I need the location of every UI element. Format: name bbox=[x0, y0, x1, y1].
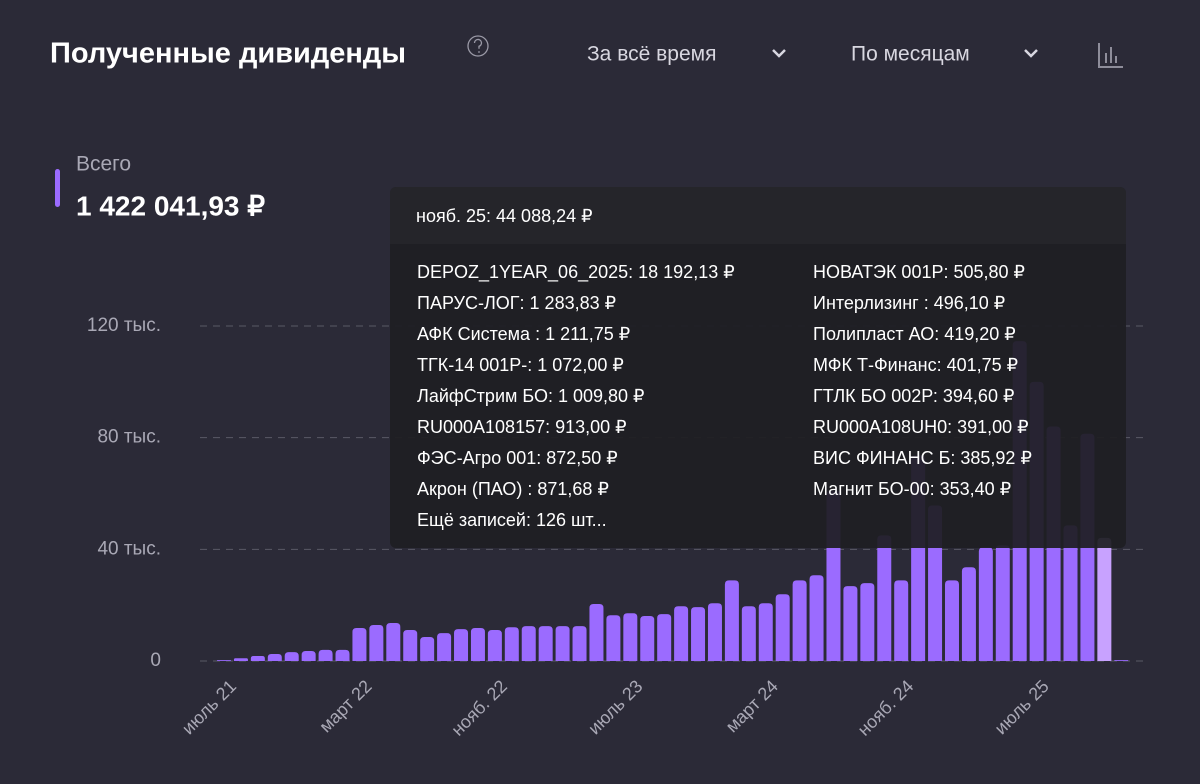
tooltip-row: Магнит БО-00: 353,40 ₽ bbox=[813, 479, 1011, 499]
bar bbox=[437, 633, 452, 661]
chart-type-button[interactable] bbox=[1098, 43, 1123, 68]
bar bbox=[944, 580, 959, 661]
bar bbox=[809, 575, 824, 661]
tooltip-row: МФК Т-Финанс: 401,75 ₽ bbox=[813, 355, 1018, 375]
bar bbox=[217, 660, 231, 661]
bar bbox=[284, 652, 299, 661]
bar bbox=[843, 586, 858, 661]
chevron bbox=[772, 49, 786, 58]
period-label: За всё время bbox=[587, 43, 716, 66]
chevron bbox=[1024, 49, 1038, 58]
bar bbox=[877, 535, 892, 661]
help-dot bbox=[478, 51, 480, 53]
bar bbox=[961, 567, 976, 661]
bar bbox=[335, 649, 350, 661]
grouping-label: По месяцам bbox=[851, 43, 970, 66]
bar bbox=[454, 629, 469, 661]
bar bbox=[860, 583, 875, 661]
bar bbox=[369, 624, 384, 661]
bar bbox=[555, 626, 570, 661]
bar bbox=[420, 636, 435, 661]
bar bbox=[538, 626, 553, 661]
bar bbox=[894, 580, 909, 661]
bar bbox=[572, 626, 587, 661]
total-label: Всего bbox=[76, 153, 131, 176]
tooltip-row: ЛайфСтрим БО: 1 009,80 ₽ bbox=[417, 386, 645, 406]
total-marker bbox=[55, 169, 60, 207]
bar bbox=[606, 615, 621, 661]
tooltip-row: DEPOZ_1YEAR_06_2025: 18 192,13 ₽ bbox=[417, 262, 735, 283]
bar bbox=[741, 606, 756, 661]
tooltip-row: RU000A108157: 913,00 ₽ bbox=[417, 417, 627, 437]
help-icon[interactable] bbox=[467, 35, 489, 57]
tooltip-row: Акрон (ПАО) : 871,68 ₽ bbox=[417, 479, 609, 499]
bar bbox=[301, 650, 316, 661]
tooltip-row: ГТЛК БО 002Р: 394,60 ₽ bbox=[813, 386, 1014, 406]
tooltip: нояб. 25: 44 088,24 ₽ DEPOZ_1YEAR_06_202… bbox=[390, 187, 1126, 548]
y-tick-label: 80 тыс. bbox=[97, 427, 161, 448]
bar bbox=[724, 580, 739, 661]
tooltip-row: Полипласт АО: 419,20 ₽ bbox=[813, 324, 1016, 344]
bar bbox=[792, 580, 807, 661]
bar bbox=[470, 628, 485, 661]
total-value: 1 422 041,93 ₽ bbox=[76, 190, 265, 221]
bar bbox=[386, 623, 401, 661]
tooltip-row: ПАРУС-ЛОГ: 1 283,83 ₽ bbox=[417, 293, 616, 313]
tooltip-more: Ещё записей: 126 шт... bbox=[417, 510, 607, 530]
bar bbox=[674, 606, 689, 661]
tooltip-row: Интерлизинг : 496,10 ₽ bbox=[813, 293, 1005, 313]
bar bbox=[487, 630, 502, 661]
bar bbox=[623, 613, 638, 661]
y-tick-label: 120 тыс. bbox=[87, 315, 161, 336]
bar bbox=[1114, 660, 1129, 661]
bar bbox=[318, 649, 333, 661]
title: Полученные дивиденды bbox=[50, 38, 406, 70]
grouping-dropdown[interactable]: По месяцам bbox=[851, 43, 1038, 66]
tooltip-row: RU000A108UH0: 391,00 ₽ bbox=[813, 417, 1029, 437]
bar bbox=[775, 594, 790, 661]
bar bbox=[504, 627, 519, 661]
bar bbox=[707, 603, 722, 661]
tooltip-header: нояб. 25: 44 088,24 ₽ bbox=[416, 206, 593, 226]
help-mark bbox=[473, 38, 483, 49]
bar bbox=[1063, 525, 1078, 661]
bar bbox=[250, 655, 265, 661]
icon-axis bbox=[1098, 43, 1123, 68]
tooltip-row: АФК Система : 1 211,75 ₽ bbox=[417, 324, 630, 344]
tooltip-box bbox=[390, 187, 1126, 548]
period-dropdown[interactable]: За всё время bbox=[587, 43, 786, 66]
bar bbox=[352, 628, 367, 661]
tooltip-row: ФЭС-Агро 001: 872,50 ₽ bbox=[417, 448, 618, 468]
tooltip-row: ВИС ФИНАНС Б: 385,92 ₽ bbox=[813, 448, 1032, 468]
bar bbox=[1097, 537, 1112, 661]
y-tick-label: 40 тыс. bbox=[97, 538, 161, 559]
bar bbox=[267, 654, 282, 661]
bar bbox=[758, 603, 773, 661]
tooltip-row: НОВАТЭК 001P: 505,80 ₽ bbox=[813, 262, 1025, 282]
bar bbox=[691, 607, 706, 661]
bar bbox=[521, 626, 536, 661]
bar bbox=[995, 545, 1010, 661]
bar bbox=[403, 630, 418, 661]
bar bbox=[233, 658, 248, 661]
bar bbox=[640, 616, 655, 661]
icon-bars bbox=[1105, 47, 1117, 63]
y-tick-label: 0 bbox=[150, 650, 161, 671]
tooltip-header-bg bbox=[390, 187, 1126, 244]
tooltip-row: ТГК-14 001Р-: 1 072,00 ₽ bbox=[417, 355, 624, 375]
bar bbox=[657, 614, 672, 661]
help-circle bbox=[467, 35, 489, 57]
bar bbox=[978, 547, 993, 661]
bar bbox=[589, 604, 604, 661]
